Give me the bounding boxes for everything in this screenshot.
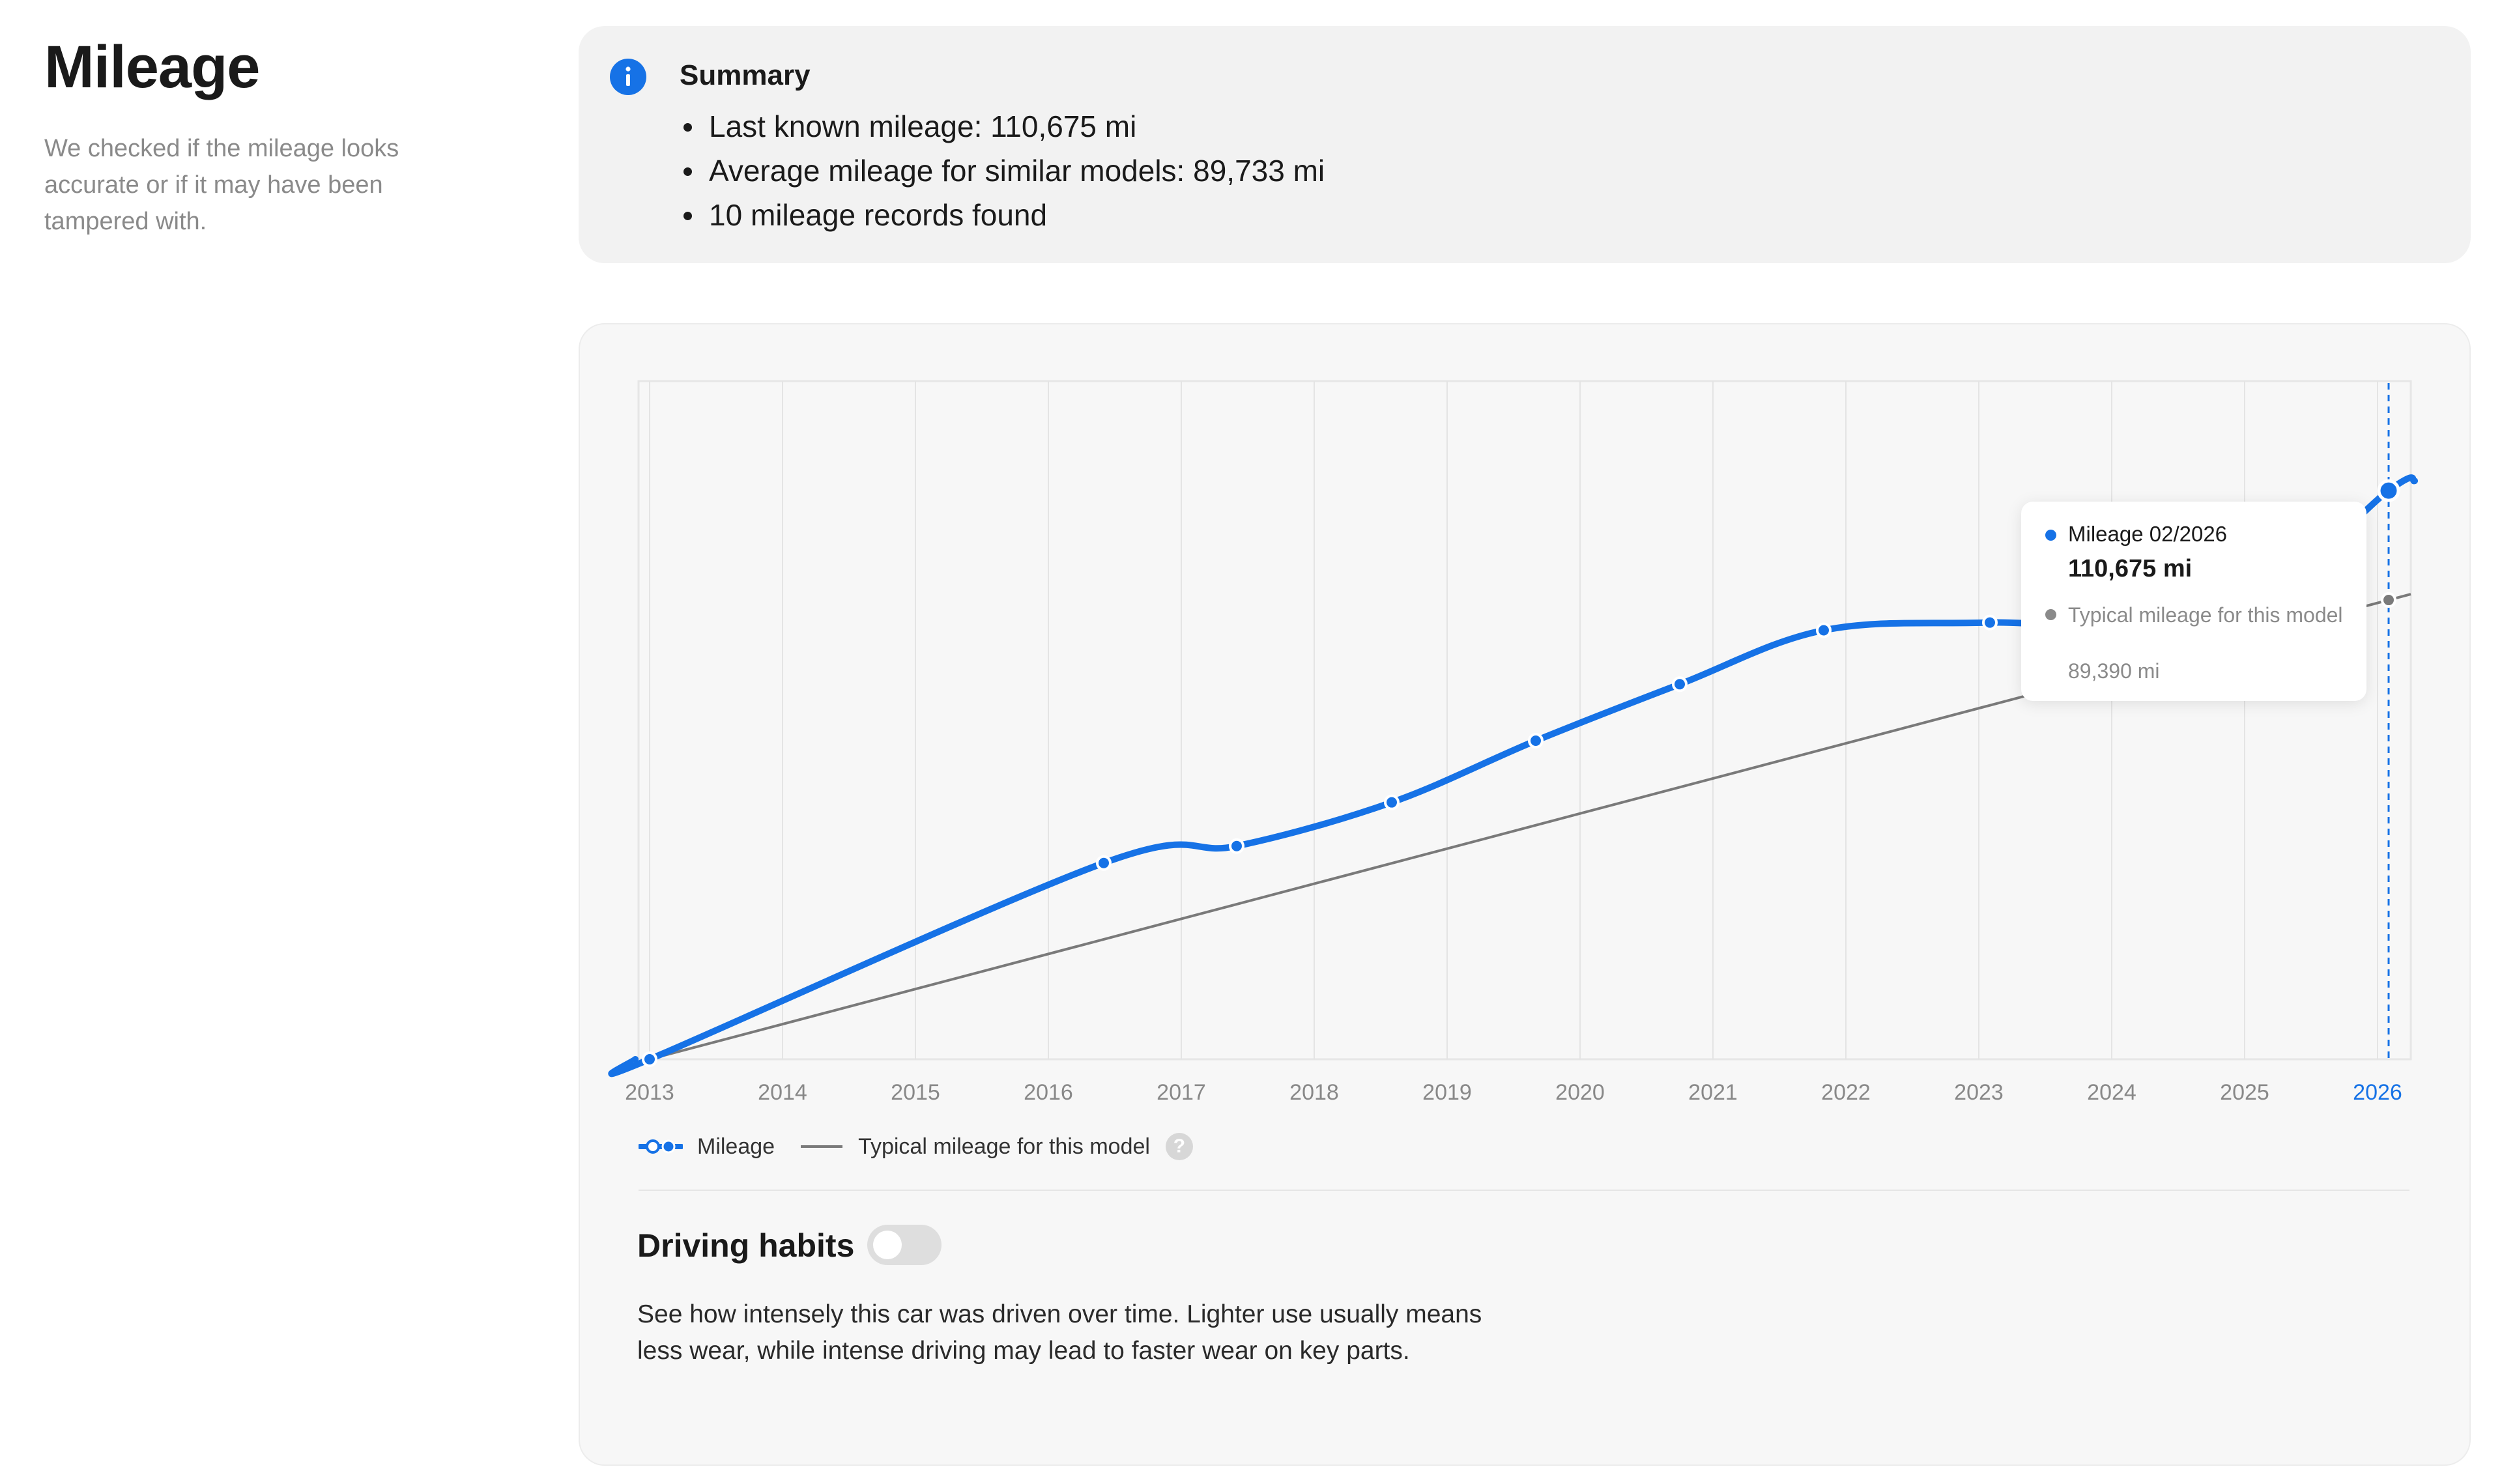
driving-habits-title: Driving habits <box>637 1227 855 1264</box>
legend-label-mileage: Mileage <box>697 1134 775 1159</box>
x-tick-label: 2022 <box>1821 1080 1871 1105</box>
x-tick-label: 2016 <box>1024 1080 1073 1105</box>
tooltip-mileage-dot <box>2045 530 2056 541</box>
mileage-point <box>1096 855 1112 871</box>
x-tick-label: 2015 <box>891 1080 940 1105</box>
page-title: Mileage <box>44 34 260 100</box>
typical-highlight-point <box>2381 592 2396 608</box>
section-header: Mileage We checked if the mileage looks … <box>44 31 461 240</box>
mileage-point <box>1816 622 1832 638</box>
mileage-highlight-point <box>2377 479 2400 502</box>
summary-item-last-known: Last known mileage: 110,675 mi <box>680 104 1325 149</box>
x-tick-label: 2018 <box>1289 1080 1339 1105</box>
x-tick-label: 2017 <box>1157 1080 1206 1105</box>
x-tick-label: 2024 <box>2087 1080 2136 1105</box>
x-tick-label: 2013 <box>625 1080 674 1105</box>
summary-list: Last known mileage: 110,675 mi Average m… <box>680 104 1325 237</box>
x-tick-label: 2023 <box>1954 1080 2004 1105</box>
mileage-point <box>1672 676 1688 692</box>
x-tick-label: 2025 <box>2220 1080 2269 1105</box>
legend-item-typical[interactable]: Typical mileage for this model <box>799 1134 1150 1160</box>
driving-habits-toggle[interactable] <box>867 1225 942 1265</box>
info-icon <box>610 59 646 95</box>
x-tick-label: 2021 <box>1688 1080 1738 1105</box>
divider <box>639 1190 2409 1191</box>
summary-item-records: 10 mileage records found <box>680 193 1325 237</box>
legend-swatch-typical <box>801 1145 843 1148</box>
summary-title: Summary <box>680 59 811 91</box>
chart-legend: Mileage Typical mileage for this model ? <box>639 1130 1193 1163</box>
x-tick-label: 2014 <box>758 1080 807 1105</box>
mileage-point <box>1982 614 1998 631</box>
legend-label-typical: Typical mileage for this model <box>858 1134 1150 1159</box>
tooltip-typical-dot <box>2045 609 2056 620</box>
mileage-point <box>1528 733 1544 749</box>
page-description: We checked if the mileage looks accurate… <box>44 135 399 235</box>
help-icon[interactable]: ? <box>1165 1133 1193 1160</box>
chart-tooltip: Mileage 02/2026 110,675 mi Typical milea… <box>2021 502 2366 701</box>
x-tick-label: 2020 <box>1555 1080 1605 1105</box>
x-tick-label: 2026 <box>2353 1080 2402 1105</box>
summary-card <box>579 26 2471 263</box>
tooltip-mileage-label: Mileage 02/2026 <box>2068 522 2228 546</box>
tooltip-typical-value: 89,390 mi <box>2068 659 2160 683</box>
toggle-knob <box>873 1231 902 1259</box>
legend-item-mileage[interactable]: Mileage <box>639 1134 775 1160</box>
tooltip-mileage-value: 110,675 mi <box>2068 555 2193 582</box>
tooltip-typical-label: Typical mileage for this model <box>2068 603 2343 627</box>
legend-swatch-mileage <box>639 1139 683 1154</box>
driving-habits-description: See how intensely this car was driven ov… <box>637 1300 1482 1365</box>
x-tick-label: 2019 <box>1422 1080 1472 1105</box>
mileage-point <box>1229 838 1244 854</box>
summary-item-average: Average mileage for similar models: 89,7… <box>680 149 1325 193</box>
plot-frame <box>637 380 2412 1061</box>
mileage-point <box>1384 794 1400 810</box>
mileage-point <box>642 1051 657 1067</box>
